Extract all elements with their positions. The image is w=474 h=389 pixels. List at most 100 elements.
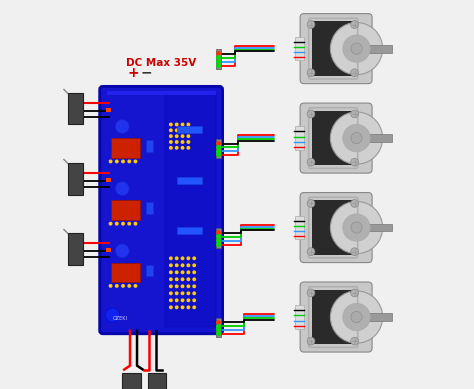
Bar (217, 318, 221, 337)
Circle shape (121, 222, 125, 226)
Bar (68, 233, 83, 265)
Bar (177, 177, 202, 184)
Circle shape (307, 69, 315, 77)
Circle shape (186, 128, 191, 132)
Circle shape (307, 337, 315, 345)
Circle shape (181, 277, 184, 281)
Bar (106, 248, 110, 252)
Circle shape (181, 256, 184, 260)
Circle shape (351, 312, 362, 322)
Circle shape (330, 291, 383, 343)
Circle shape (181, 123, 184, 126)
Circle shape (351, 69, 358, 77)
Bar (368, 313, 392, 321)
Bar (312, 111, 355, 165)
Bar (110, 138, 140, 158)
Bar (295, 305, 304, 329)
Text: DC Max 35V: DC Max 35V (126, 58, 196, 68)
Circle shape (192, 298, 196, 302)
Circle shape (128, 222, 131, 226)
Circle shape (175, 263, 179, 267)
Circle shape (186, 263, 191, 267)
Bar (107, 91, 216, 95)
Circle shape (181, 298, 184, 302)
Circle shape (181, 263, 184, 267)
Circle shape (307, 21, 315, 28)
Circle shape (186, 123, 191, 126)
Bar (110, 200, 140, 220)
Circle shape (109, 222, 112, 226)
Circle shape (351, 248, 358, 256)
Bar (312, 200, 355, 255)
Circle shape (351, 222, 362, 233)
Circle shape (181, 284, 184, 288)
Circle shape (169, 256, 173, 260)
Circle shape (351, 337, 358, 345)
Circle shape (169, 284, 173, 288)
Circle shape (115, 159, 119, 163)
Circle shape (307, 248, 315, 256)
Circle shape (109, 159, 112, 163)
Text: −: − (140, 66, 152, 80)
Circle shape (186, 305, 191, 309)
Bar (68, 163, 83, 194)
Circle shape (169, 263, 173, 267)
Bar (368, 45, 392, 53)
Circle shape (175, 305, 179, 309)
Circle shape (121, 159, 125, 163)
Circle shape (115, 284, 119, 288)
Bar (312, 21, 355, 76)
Circle shape (175, 146, 179, 150)
Bar (146, 140, 154, 152)
Circle shape (343, 214, 370, 241)
Circle shape (169, 140, 173, 144)
Circle shape (186, 291, 191, 295)
Circle shape (192, 277, 196, 281)
Circle shape (134, 284, 137, 288)
Circle shape (307, 110, 315, 118)
Circle shape (343, 35, 370, 62)
Circle shape (186, 134, 191, 138)
Bar (368, 224, 392, 231)
Circle shape (330, 23, 383, 75)
Circle shape (115, 222, 119, 226)
Circle shape (181, 291, 184, 295)
Circle shape (351, 158, 358, 166)
Circle shape (169, 128, 173, 132)
Circle shape (175, 291, 179, 295)
Bar (368, 134, 392, 142)
Text: OZEKI: OZEKI (112, 316, 128, 321)
Circle shape (106, 308, 119, 322)
Circle shape (307, 158, 315, 166)
Circle shape (115, 119, 129, 133)
Text: +: + (128, 66, 139, 80)
Circle shape (181, 140, 184, 144)
FancyBboxPatch shape (100, 86, 223, 334)
Circle shape (175, 256, 179, 260)
Bar (146, 202, 154, 214)
Circle shape (351, 43, 362, 54)
Circle shape (169, 270, 173, 274)
Bar (217, 228, 221, 248)
Circle shape (175, 298, 179, 302)
Bar (177, 126, 202, 133)
Circle shape (330, 112, 383, 164)
Circle shape (181, 128, 184, 132)
Bar (110, 263, 140, 282)
Circle shape (121, 284, 125, 288)
Circle shape (186, 270, 191, 274)
Circle shape (186, 298, 191, 302)
Circle shape (128, 159, 131, 163)
Circle shape (169, 123, 173, 126)
Circle shape (181, 146, 184, 150)
Circle shape (169, 146, 173, 150)
Circle shape (351, 110, 358, 118)
Circle shape (351, 289, 358, 297)
Circle shape (175, 277, 179, 281)
Circle shape (169, 277, 173, 281)
Circle shape (351, 133, 362, 144)
Circle shape (192, 305, 196, 309)
Circle shape (307, 289, 315, 297)
Circle shape (351, 21, 358, 28)
Bar (295, 126, 304, 150)
